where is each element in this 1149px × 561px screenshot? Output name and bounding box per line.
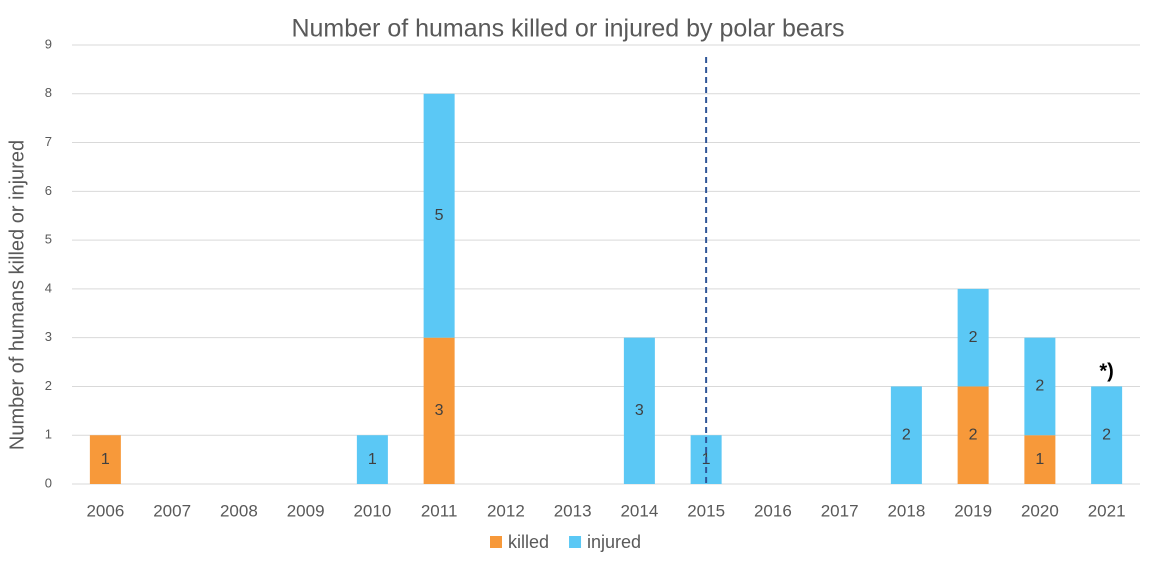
x-tick-label: 2016 bbox=[754, 501, 792, 520]
x-tick-label: 2010 bbox=[353, 501, 391, 520]
bar-segment bbox=[957, 386, 989, 484]
bar-segment bbox=[423, 337, 455, 484]
bar-segment bbox=[890, 386, 922, 484]
data-label: 2 bbox=[969, 329, 978, 346]
data-label: 3 bbox=[435, 402, 444, 419]
y-tick-label: 1 bbox=[45, 427, 52, 442]
x-tick-label: 2019 bbox=[954, 501, 992, 520]
x-tick-label: 2012 bbox=[487, 501, 525, 520]
data-label: 3 bbox=[635, 402, 644, 419]
data-label: 2 bbox=[1102, 426, 1111, 443]
y-tick-label: 0 bbox=[45, 475, 52, 490]
x-tick-label: 2015 bbox=[687, 501, 725, 520]
x-tick-label: 2009 bbox=[287, 501, 325, 520]
legend-swatch bbox=[569, 536, 582, 548]
data-label: 2 bbox=[1035, 378, 1044, 395]
y-tick-label: 9 bbox=[45, 36, 52, 51]
x-tick-label: 2014 bbox=[620, 501, 658, 520]
legend-label: killed bbox=[508, 532, 549, 552]
y-tick-label: 4 bbox=[45, 280, 52, 295]
bar-segment bbox=[423, 93, 455, 338]
bar-segment bbox=[957, 288, 989, 387]
bar-segment bbox=[623, 337, 655, 484]
legend-label: injured bbox=[587, 532, 641, 552]
x-tick-label: 2020 bbox=[1021, 501, 1059, 520]
bar-segment bbox=[356, 435, 388, 484]
bar-segment bbox=[1024, 337, 1056, 436]
data-label: 1 bbox=[1035, 451, 1044, 468]
data-label: 5 bbox=[435, 207, 444, 224]
y-tick-label: 3 bbox=[45, 329, 52, 344]
x-tick-label: 2021 bbox=[1088, 501, 1126, 520]
bar-segment bbox=[89, 435, 121, 484]
x-tick-label: 2011 bbox=[421, 501, 458, 520]
x-tick-label: 2006 bbox=[86, 501, 124, 520]
x-tick-label: 2018 bbox=[887, 501, 925, 520]
y-tick-label: 8 bbox=[45, 85, 52, 100]
data-label: 2 bbox=[902, 426, 911, 443]
data-label: 1 bbox=[101, 451, 110, 468]
bar-segment bbox=[1024, 435, 1056, 484]
y-tick-label: 5 bbox=[45, 232, 52, 247]
legend-swatch bbox=[490, 536, 502, 548]
y-tick-label: 2 bbox=[45, 378, 52, 393]
annotation: *) bbox=[1099, 361, 1113, 383]
x-tick-label: 2007 bbox=[153, 501, 191, 520]
data-label: 2 bbox=[969, 426, 978, 443]
x-tick-label: 2008 bbox=[220, 501, 258, 520]
chart-title: Number of humans killed or injured by po… bbox=[291, 15, 844, 43]
y-tick-label: 7 bbox=[45, 134, 52, 149]
x-tick-label: 2017 bbox=[821, 501, 859, 520]
y-tick-label: 6 bbox=[45, 183, 52, 198]
x-tick-label: 2013 bbox=[554, 501, 592, 520]
bar-segment bbox=[1091, 386, 1123, 484]
data-label: 1 bbox=[368, 451, 377, 468]
y-axis-label: Number of humans killed or injured bbox=[6, 140, 28, 450]
